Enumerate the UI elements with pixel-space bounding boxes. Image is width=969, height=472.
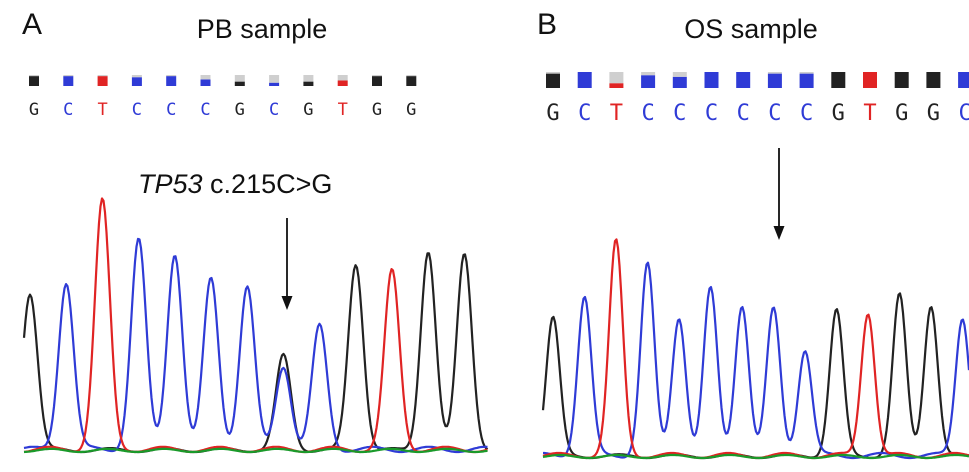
quality-bar bbox=[546, 73, 560, 88]
quality-bar bbox=[736, 72, 751, 88]
base-call: C bbox=[578, 101, 591, 126]
base-call: C bbox=[800, 101, 813, 126]
panel-a-quality-bars bbox=[29, 75, 417, 86]
quality-bar bbox=[641, 75, 656, 88]
base-call: G bbox=[406, 100, 416, 120]
quality-bar bbox=[269, 82, 280, 86]
quality-bar-background bbox=[609, 72, 624, 84]
panel-a: A PB sample G C T C C C G C G T G G TP53 c.215C>G bbox=[22, 8, 489, 454]
quality-bar bbox=[831, 72, 846, 88]
quality-bar bbox=[672, 76, 687, 88]
quality-bar-background bbox=[269, 75, 280, 83]
base-call: C bbox=[705, 101, 718, 126]
panel-b-traces bbox=[541, 238, 969, 460]
variant-notation: c.215C>G bbox=[203, 169, 333, 199]
arrow-head bbox=[281, 296, 293, 310]
base-call: G bbox=[235, 100, 245, 120]
base-call: C bbox=[737, 101, 750, 126]
quality-bar-background bbox=[372, 75, 382, 77]
quality-bar-background bbox=[767, 72, 782, 74]
panel-a-letter: A bbox=[22, 8, 42, 41]
quality-bar bbox=[29, 76, 39, 86]
panel-b-quality-bars bbox=[546, 72, 969, 88]
base-call: C bbox=[63, 100, 73, 120]
base-call: G bbox=[546, 101, 559, 126]
quality-bar bbox=[799, 73, 814, 88]
quality-bar-background bbox=[641, 72, 656, 76]
quality-bar bbox=[577, 72, 592, 88]
base-call: T bbox=[610, 101, 623, 126]
quality-bar-background bbox=[303, 75, 314, 82]
panel-b-letter: B bbox=[537, 8, 557, 41]
quality-bar bbox=[406, 76, 417, 86]
quality-bar-background bbox=[29, 75, 39, 77]
base-call: G bbox=[832, 101, 845, 126]
quality-bar-background bbox=[97, 75, 108, 77]
quality-bar-background bbox=[63, 75, 74, 77]
quality-bar-background bbox=[234, 75, 245, 82]
base-call: C bbox=[641, 101, 654, 126]
base-call: T bbox=[338, 100, 348, 120]
quality-bar bbox=[200, 79, 211, 86]
quality-bar-background bbox=[131, 75, 142, 78]
trace-a bbox=[542, 453, 969, 460]
panel-b-variant-arrow bbox=[773, 148, 785, 240]
quality-bar bbox=[166, 76, 177, 86]
quality-bar bbox=[234, 81, 245, 86]
base-call: G bbox=[895, 101, 908, 126]
base-call: C bbox=[958, 101, 969, 126]
base-call: C bbox=[166, 100, 176, 120]
quality-bar-background bbox=[672, 72, 687, 77]
base-call: C bbox=[768, 101, 781, 126]
quality-bar-background bbox=[166, 75, 177, 77]
panel-b-title: OS sample bbox=[684, 14, 818, 44]
quality-bar bbox=[372, 76, 382, 86]
panel-a-variant-arrow bbox=[281, 218, 293, 310]
base-call: C bbox=[673, 101, 686, 126]
base-call: T bbox=[97, 100, 107, 120]
base-call: G bbox=[927, 101, 940, 126]
quality-bar bbox=[894, 72, 909, 88]
gene-name: TP53 bbox=[138, 169, 203, 199]
base-call: G bbox=[29, 100, 39, 120]
quality-bar bbox=[63, 76, 74, 86]
quality-bar bbox=[926, 72, 941, 88]
quality-bar bbox=[97, 76, 108, 86]
quality-bar bbox=[704, 72, 719, 88]
base-call: C bbox=[269, 100, 279, 120]
panel-a-traces bbox=[22, 197, 489, 454]
quality-bar-background bbox=[406, 75, 417, 77]
panel-a-title: PB sample bbox=[197, 14, 328, 44]
quality-bar-background bbox=[337, 75, 348, 81]
quality-bar bbox=[863, 72, 877, 88]
quality-bar bbox=[303, 81, 314, 86]
arrow-head bbox=[773, 226, 785, 240]
base-call: C bbox=[132, 100, 142, 120]
quality-bar-background bbox=[546, 72, 560, 74]
base-call: T bbox=[863, 101, 876, 126]
base-call: G bbox=[372, 100, 382, 120]
quality-bar-background bbox=[200, 75, 211, 80]
trace-t bbox=[23, 197, 488, 454]
base-call: G bbox=[303, 100, 313, 120]
quality-bar-background bbox=[799, 72, 814, 74]
quality-bar bbox=[767, 73, 782, 88]
quality-bar bbox=[609, 83, 624, 88]
base-call: C bbox=[200, 100, 210, 120]
trace-a bbox=[23, 447, 488, 454]
mutation-label: TP53 c.215C>G bbox=[138, 169, 332, 199]
quality-bar bbox=[337, 80, 348, 86]
quality-bar bbox=[958, 72, 969, 88]
quality-bar bbox=[131, 77, 142, 86]
